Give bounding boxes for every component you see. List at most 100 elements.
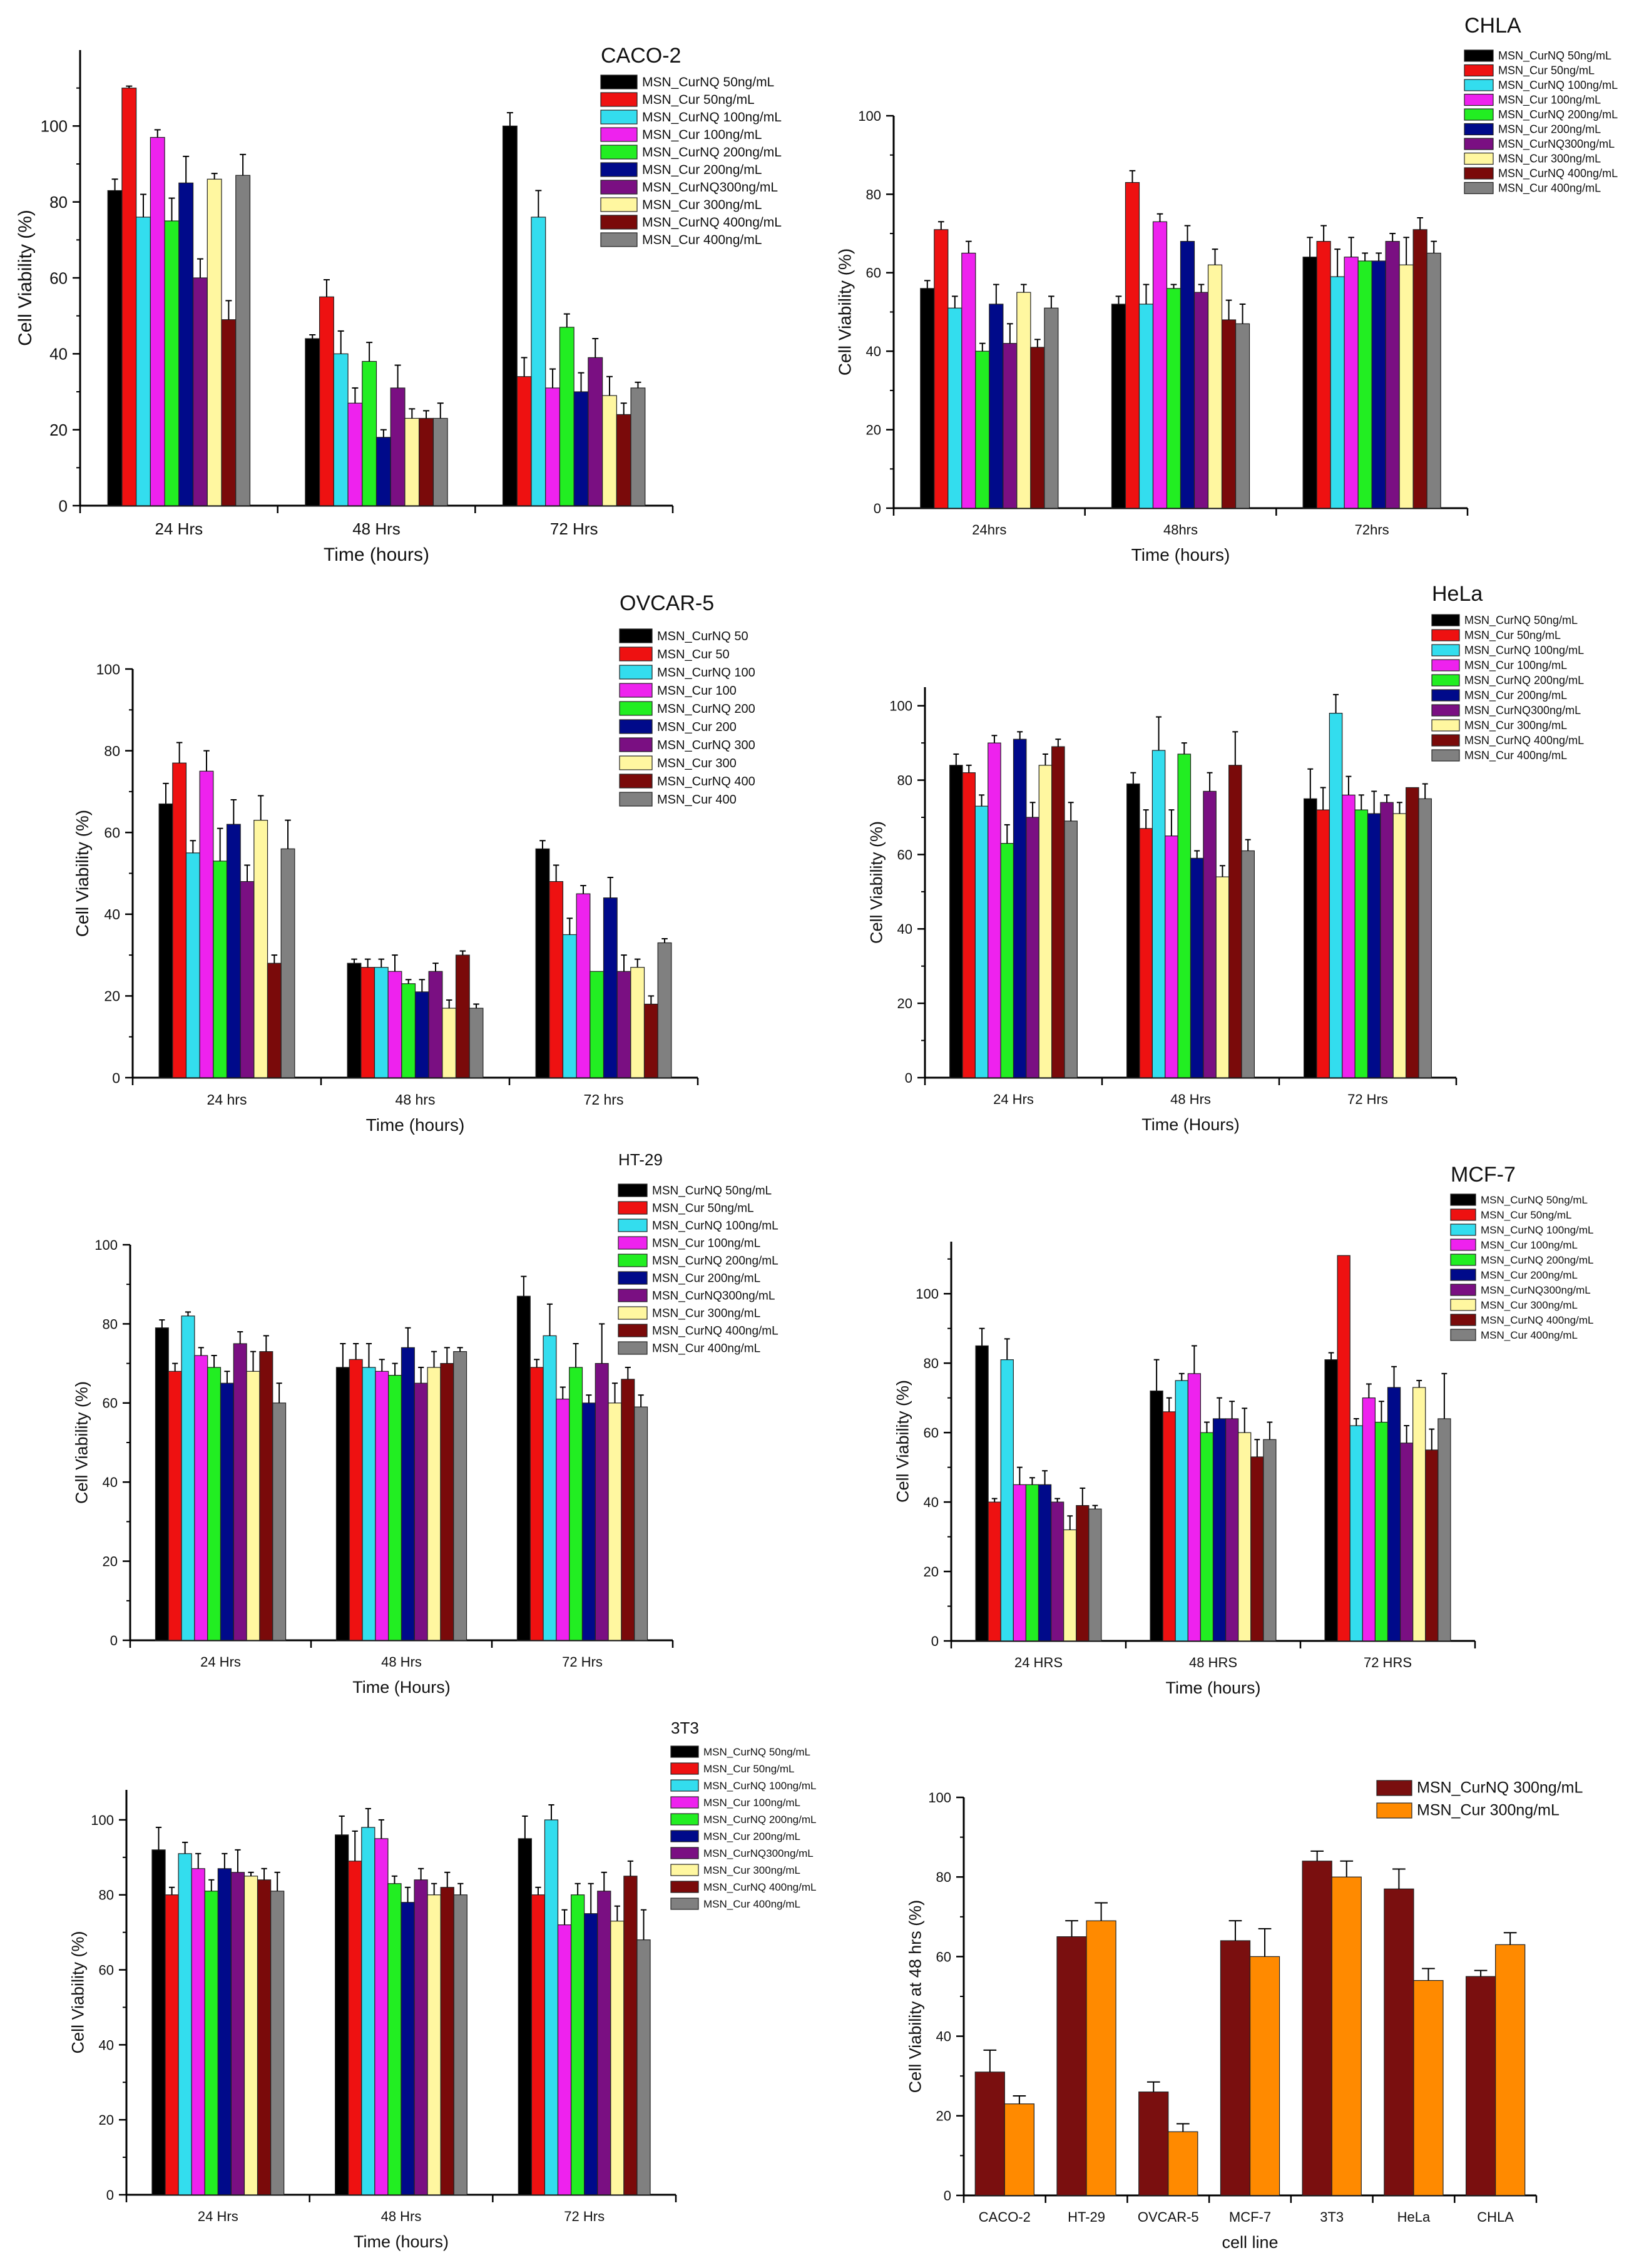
legend-label: MSN_Cur 50ng/mL bbox=[652, 1202, 754, 1215]
legend-label: MSN_Cur 50ng/mL bbox=[703, 1763, 795, 1775]
bar bbox=[388, 1374, 402, 1641]
chart-title: HeLa bbox=[1432, 582, 1483, 606]
legend-label: MSN_CurNQ 100 bbox=[657, 666, 755, 680]
y-tick-label: 100 bbox=[96, 661, 120, 677]
y-tick-label: 20 bbox=[866, 422, 881, 438]
bar bbox=[947, 307, 962, 509]
bar bbox=[419, 417, 434, 506]
bar bbox=[151, 1849, 166, 2195]
legend-swatch bbox=[1450, 1314, 1476, 1326]
bar bbox=[602, 395, 617, 506]
y-tick-label: 40 bbox=[103, 1474, 118, 1490]
bar bbox=[531, 217, 546, 506]
y-tick-label: 60 bbox=[49, 268, 68, 287]
legend-label: MSN_CurNQ300ng/mL bbox=[642, 180, 778, 195]
bar bbox=[1316, 809, 1330, 1078]
legend-swatch bbox=[618, 1341, 648, 1355]
y-tick-label: 20 bbox=[936, 2108, 951, 2124]
bar bbox=[1168, 2131, 1198, 2196]
y-tick-label: 80 bbox=[99, 1887, 114, 1903]
bar bbox=[1200, 1432, 1214, 1642]
legend-swatch bbox=[670, 1745, 699, 1758]
bar bbox=[374, 967, 389, 1078]
x-tick-label: CHLA bbox=[1477, 2209, 1514, 2225]
bar bbox=[440, 1363, 454, 1641]
bar bbox=[404, 417, 420, 506]
legend-swatch bbox=[1464, 123, 1494, 136]
bar bbox=[1392, 813, 1407, 1078]
bar bbox=[155, 1327, 169, 1641]
legend-swatch bbox=[1464, 64, 1494, 77]
chart-title: CHLA bbox=[1464, 14, 1521, 38]
y-tick-label: 80 bbox=[897, 772, 912, 788]
legend-swatch bbox=[1450, 1239, 1476, 1251]
x-tick-label: 3T3 bbox=[1320, 2209, 1344, 2225]
bar bbox=[121, 88, 137, 506]
bar bbox=[643, 1003, 658, 1078]
bar bbox=[1151, 750, 1166, 1078]
legend-label: MSN_CurNQ 400ng/mL bbox=[1464, 734, 1584, 747]
bar bbox=[975, 350, 990, 509]
bar bbox=[1166, 288, 1182, 509]
bar bbox=[1138, 304, 1154, 509]
legend-label: MSN_CurNQ 50ng/mL bbox=[1498, 49, 1611, 63]
y-tick-label: 60 bbox=[924, 1425, 939, 1441]
bar bbox=[414, 991, 429, 1078]
bar bbox=[335, 1367, 350, 1641]
legend-label: MSN_CurNQ 400ng/mL bbox=[703, 1881, 816, 1893]
legend-label: MSN_CurNQ 200 bbox=[657, 702, 755, 716]
bar bbox=[559, 327, 574, 506]
legend: MSN_CurNQ 50 MSN_Cur 50 MSN_CurNQ 100 MSN_C… bbox=[619, 628, 755, 807]
legend-swatch bbox=[1464, 167, 1494, 180]
bar bbox=[562, 934, 577, 1078]
bar bbox=[569, 1367, 583, 1641]
legend-label: MSN_Cur 400ng/mL bbox=[1498, 181, 1601, 195]
bar bbox=[1004, 2103, 1035, 2196]
bar bbox=[1126, 783, 1140, 1078]
bar bbox=[576, 893, 591, 1078]
bar bbox=[390, 387, 406, 506]
x-axis-label: Time (hours) bbox=[354, 2232, 449, 2251]
bar bbox=[136, 217, 151, 506]
x-tick-label: 48 hrs bbox=[396, 1091, 436, 1108]
bar bbox=[361, 1827, 375, 2195]
legend-label: MSN_CurNQ 50ng/mL bbox=[703, 1746, 810, 1758]
bar bbox=[1385, 241, 1400, 509]
bar bbox=[1086, 1920, 1116, 2196]
legend-label: MSN_Cur 300 bbox=[657, 757, 737, 770]
y-tick-label: 100 bbox=[91, 1812, 114, 1828]
chart-title: 3T3 bbox=[671, 1719, 699, 1737]
legend-swatch bbox=[1450, 1223, 1476, 1236]
legend-swatch bbox=[1464, 181, 1494, 195]
legend-label: MSN_Cur 400ng/mL bbox=[1464, 749, 1567, 762]
legend-swatch bbox=[670, 1864, 699, 1876]
legend-label: MSN_Cur 300ng/mL bbox=[1498, 152, 1601, 165]
bar bbox=[636, 1939, 651, 2195]
bar bbox=[516, 1295, 531, 1641]
legend-swatch bbox=[618, 1271, 648, 1285]
legend-label: MSN_Cur 200ng/mL bbox=[1481, 1269, 1578, 1281]
bar bbox=[1330, 276, 1345, 509]
legend-swatch bbox=[1464, 138, 1494, 150]
bar bbox=[1000, 1359, 1014, 1642]
legend-label: MSN_Cur 400ng/mL bbox=[652, 1342, 760, 1355]
x-tick-label: 48hrs bbox=[1163, 522, 1198, 538]
y-tick-label: 80 bbox=[103, 1316, 118, 1332]
legend-label: MSN_CurNQ 100ng/mL bbox=[703, 1780, 816, 1792]
legend-label: MSN_Cur 300ng/mL bbox=[703, 1864, 800, 1876]
bar bbox=[588, 357, 603, 506]
bar bbox=[531, 1894, 546, 2195]
bar bbox=[319, 296, 334, 506]
legend-label: MSN_Cur 50ng/mL bbox=[1498, 64, 1595, 77]
x-axis-label: cell line bbox=[1222, 2233, 1278, 2252]
legend-label: MSN_Cur 400ng/mL bbox=[642, 233, 762, 247]
legend: MSN_CurNQ 50ng/mL MSN_Cur 50ng/mL MSN_CurN… bbox=[670, 1745, 816, 1910]
legend-label: MSN_CurNQ 100ng/mL bbox=[1481, 1224, 1593, 1236]
bar bbox=[220, 1382, 234, 1641]
bar bbox=[529, 1367, 544, 1641]
bar bbox=[1056, 1936, 1087, 2196]
x-tick-label: 72 HRS bbox=[1364, 1655, 1412, 1670]
bar bbox=[974, 2071, 1005, 2196]
legend-label: MSN_CurNQ 400ng/mL bbox=[642, 215, 782, 230]
legend-swatch bbox=[670, 1813, 699, 1826]
